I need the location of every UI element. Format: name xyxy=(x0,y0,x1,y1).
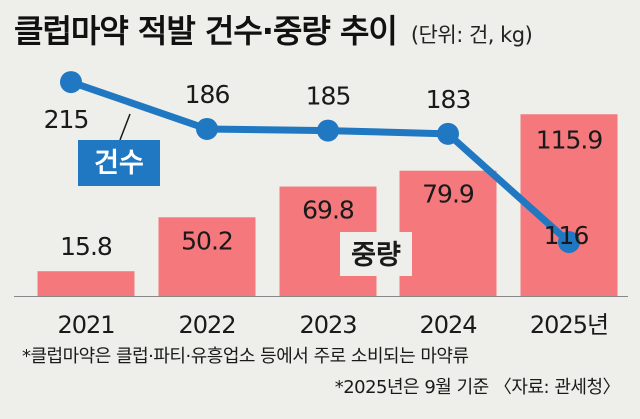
line-marker-2023 xyxy=(317,119,339,142)
chart-title: 클럽마약 적발 건수·중량 추이 xyxy=(14,12,398,50)
line-marker-2021 xyxy=(60,71,82,94)
unit-label: (단위: 건, kg) xyxy=(410,23,533,47)
bar-value-label-2025년: 115.9 xyxy=(536,125,603,154)
x-tick-label-2024: 2024 xyxy=(419,311,476,339)
bar-2025년 xyxy=(520,114,618,296)
title-row: 클럽마약 적발 건수·중량 추이 (단위: 건, kg) xyxy=(14,6,630,54)
x-tick-label-2025년: 2025년 xyxy=(530,311,608,339)
bar-value-label-2022: 50.2 xyxy=(181,226,233,255)
line-value-label-2024: 183 xyxy=(426,85,471,114)
line-marker-2024 xyxy=(437,122,459,145)
x-tick-label-2021: 2021 xyxy=(57,311,114,339)
bar-value-label-2024: 79.9 xyxy=(422,180,474,209)
x-tick-label-2022: 2022 xyxy=(178,311,235,339)
line-value-label-2022: 186 xyxy=(185,80,230,109)
bar-2022 xyxy=(158,217,256,296)
x-tick-label-2023: 2023 xyxy=(299,311,356,339)
bar-2024 xyxy=(399,170,497,296)
legend-leader-count xyxy=(119,113,131,141)
legend-label-weight: 중량 xyxy=(351,240,401,271)
line-value-label-2025년: 116 xyxy=(544,221,589,250)
line-marker-2025년 xyxy=(558,231,580,254)
line-marker-2022 xyxy=(196,117,218,140)
legend-box-count xyxy=(78,140,160,186)
footnote-1: *클럽마약은 클럽·파티·유흥업소 등에서 주로 소비되는 마약류 xyxy=(22,346,469,367)
legend-label-count: 건수 xyxy=(94,148,144,179)
bar-value-label-2021: 15.8 xyxy=(60,232,112,261)
line-value-label-2023: 185 xyxy=(306,82,351,111)
footnote-2: *2025년은 9월 기준 〈자료: 관세청〉 xyxy=(334,377,621,398)
legend-box-weight xyxy=(340,232,412,276)
line-value-label-2021: 215 xyxy=(44,105,89,134)
bar-value-label-2023: 69.8 xyxy=(302,196,354,225)
bar-2021 xyxy=(37,271,135,296)
